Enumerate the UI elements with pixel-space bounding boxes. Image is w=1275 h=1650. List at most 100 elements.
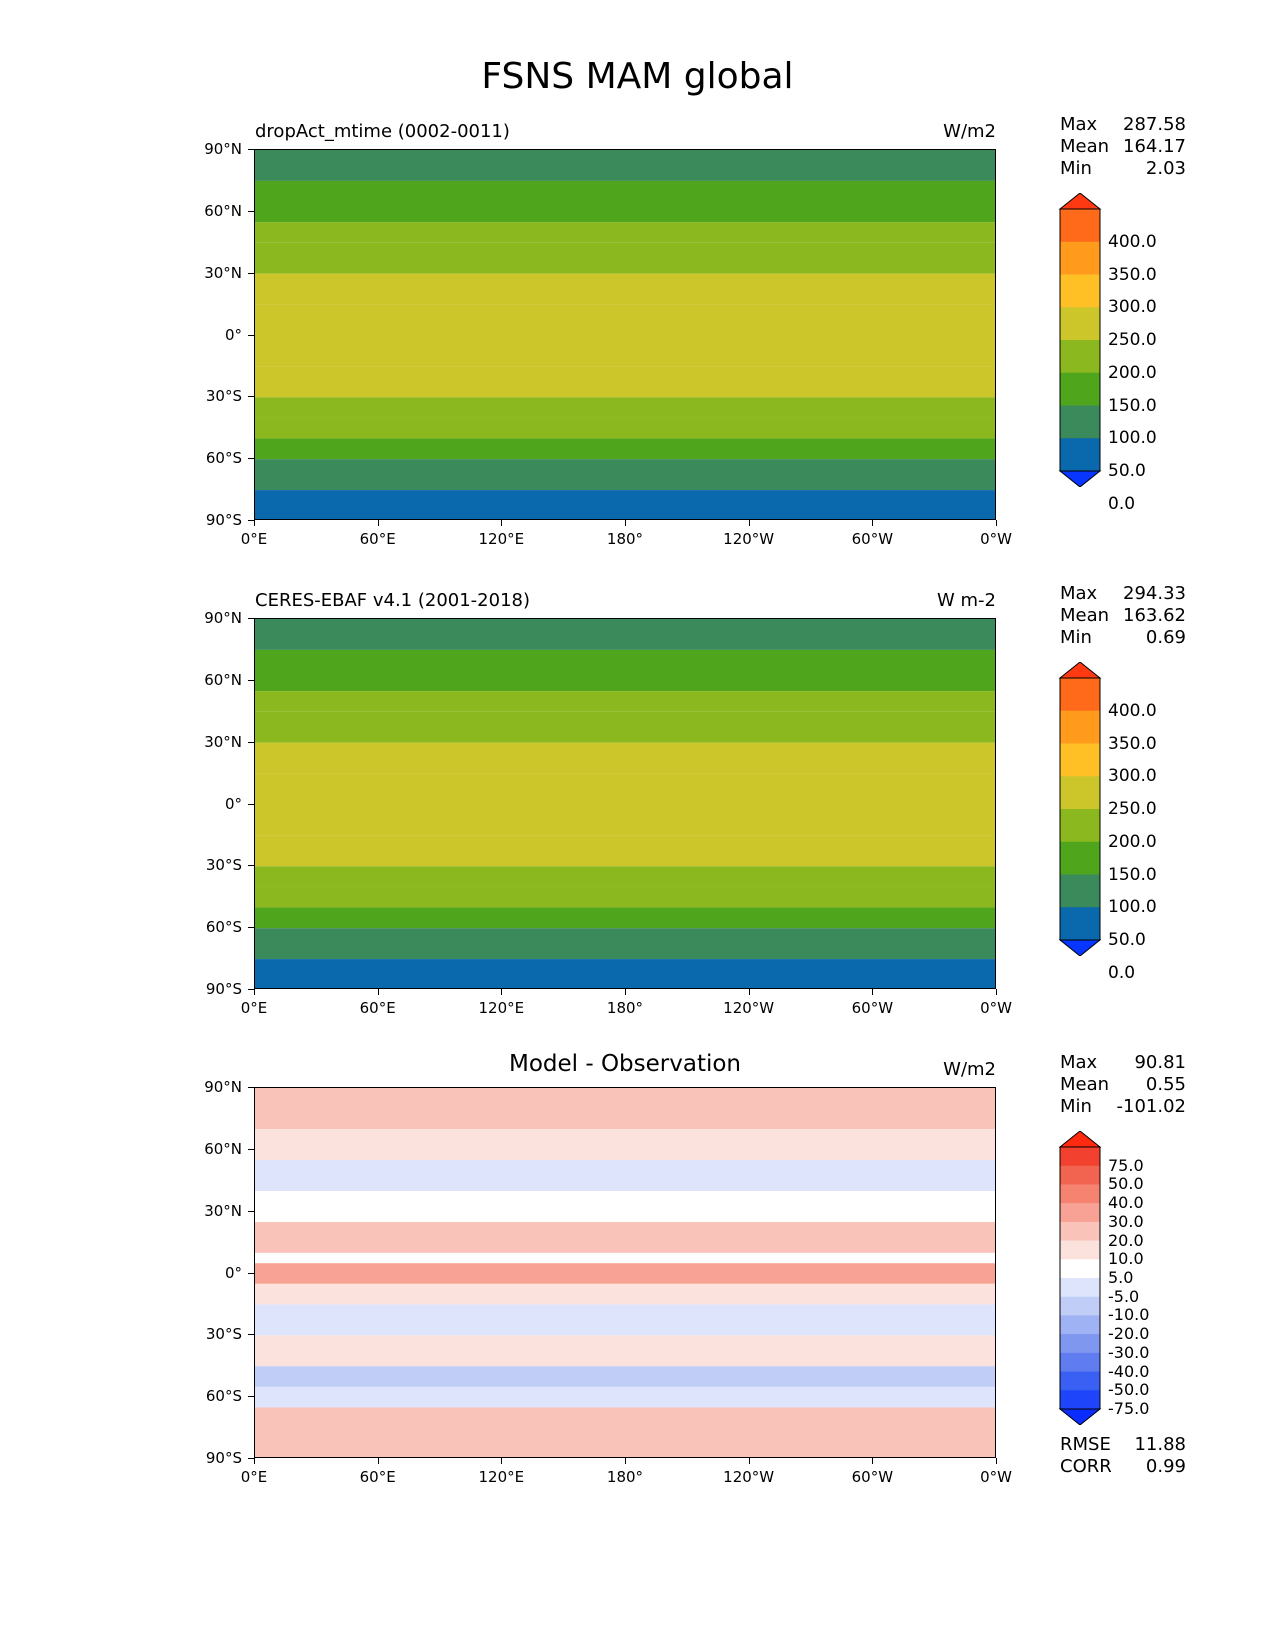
y-tick-label: 30°S	[205, 1325, 242, 1344]
stat-value: 294.33	[1123, 583, 1186, 604]
band-90	[255, 1088, 995, 1130]
colorbar-svg	[1058, 661, 1102, 957]
x-tick-label: 60°W	[851, 530, 894, 548]
x-tick-label: 0°W	[980, 530, 1012, 548]
colorbar-label: 400.0	[1108, 700, 1157, 721]
stat-value: 163.62	[1123, 605, 1186, 626]
colorbar-segment	[1060, 241, 1100, 275]
x-tick-label: 180°	[606, 1468, 644, 1486]
colorbar-label: 0.0	[1108, 962, 1136, 983]
y-tick-label: 60°N	[204, 670, 242, 689]
x-tick-mark	[748, 989, 750, 995]
band--5	[255, 1283, 995, 1305]
colorbar-label: 400.0	[1108, 231, 1157, 252]
colorbar-svg	[1058, 192, 1102, 488]
stat-label: Min	[1060, 627, 1092, 648]
colorbar-segment	[1060, 438, 1100, 472]
colorbar-label: -5.0	[1108, 1286, 1140, 1306]
colorbar-extend-top	[1058, 1130, 1102, 1148]
band--30	[255, 1335, 995, 1367]
band-55	[255, 222, 995, 243]
y-tick-label: 30°N	[204, 1201, 242, 1220]
band--50	[255, 438, 995, 460]
stat-value: 287.58	[1123, 114, 1186, 135]
stats-box: Max 287.58 Mean 164.17 Min 2.03	[1060, 114, 1186, 180]
x-tick-mark	[748, 1458, 750, 1464]
y-tick-label: 90°S	[205, 511, 242, 529]
stat-label: Mean	[1060, 1074, 1110, 1095]
panel-title: Model - Observation	[508, 1051, 742, 1077]
band-45	[255, 711, 995, 743]
y-tick-label: 0°	[224, 325, 242, 344]
x-tick-label: 60°E	[359, 1468, 396, 1486]
colorbar-segment	[1060, 340, 1100, 374]
colorbar-label: 150.0	[1108, 395, 1157, 416]
x-tick-mark	[501, 1458, 503, 1464]
colorbar-segment	[1060, 1278, 1100, 1298]
map-svg	[255, 1088, 995, 1457]
colorbar-label: 75.0	[1108, 1155, 1144, 1175]
colorbar-label: -10.0	[1108, 1305, 1150, 1325]
panel-title: dropAct_mtime (0002-0011)	[255, 121, 510, 142]
x-tick-mark	[996, 520, 997, 526]
colorbar-segment	[1060, 1334, 1100, 1354]
colorbar-segment	[1060, 307, 1100, 341]
band-25	[255, 1221, 995, 1253]
y-tick-mark	[248, 1458, 254, 1459]
band-45	[255, 242, 995, 274]
x-tick-mark	[377, 1458, 379, 1464]
y-tick-label: 0°	[224, 794, 242, 813]
panel-title: CERES-EBAF v4.1 (2001-2018)	[255, 590, 531, 611]
y-tick-mark	[248, 1148, 254, 1150]
y-tick-mark	[248, 803, 254, 805]
stat-row: Mean 163.62	[1060, 605, 1186, 627]
band--65	[255, 1407, 995, 1457]
colorbar-segment	[1060, 1240, 1100, 1260]
y-tick-label: 90°S	[205, 980, 242, 998]
y-tick-label: 60°N	[204, 201, 242, 220]
x-tick-mark	[625, 1458, 626, 1464]
panel-units: W/m2	[943, 121, 996, 142]
y-tick-label: 30°S	[205, 387, 242, 406]
map-svg	[255, 619, 995, 988]
colorbar-segment	[1060, 710, 1100, 744]
colorbar-segment	[1060, 678, 1100, 712]
band--75	[255, 490, 995, 519]
x-tick-label: 0°W	[980, 1468, 1012, 1486]
colorbar-label: 20.0	[1108, 1230, 1144, 1250]
metric-row: RMSE 11.88	[1060, 1434, 1186, 1456]
colorbar-segment	[1060, 743, 1100, 777]
colorbar-segment	[1060, 1390, 1100, 1410]
panel-3: Model - Observation W/m2 90°N 60°N 30°N 0° 30°…	[0, 0, 1275, 1486]
colorbar-label: 350.0	[1108, 264, 1157, 285]
colorbar-segment	[1060, 1259, 1100, 1279]
panel-1: dropAct_mtime (0002-0011) W/m2 90°N 60°N 30°…	[0, 0, 1275, 548]
x-tick-label: 0°E	[240, 1468, 268, 1486]
band--30	[255, 866, 995, 887]
colorbar-segment	[1060, 1352, 1100, 1373]
band--30	[255, 397, 995, 418]
panel-units: W m-2	[936, 590, 996, 611]
y-tick-label: 60°N	[204, 1139, 242, 1158]
stat-row: Mean 164.17	[1060, 136, 1186, 158]
colorbar-segment	[1060, 1315, 1100, 1335]
colorbar-label: -75.0	[1108, 1399, 1150, 1418]
x-tick-mark	[254, 989, 255, 995]
band-75	[255, 180, 995, 223]
x-tick-mark	[377, 520, 379, 526]
colorbar-extend-bottom	[1058, 939, 1102, 957]
x-tick-mark	[625, 520, 626, 526]
stats-box: Max 294.33 Mean 163.62 Min 0.69	[1060, 583, 1186, 649]
x-tick-label: 60°W	[851, 999, 894, 1017]
x-tick-label: 120°W	[723, 1468, 775, 1486]
band--55	[255, 1386, 995, 1408]
y-tick-mark	[248, 210, 254, 212]
colorbar-segment	[1060, 841, 1100, 875]
y-tick-mark	[248, 149, 254, 150]
x-tick-label: 180°	[606, 999, 644, 1017]
colorbar-segment	[1060, 1371, 1100, 1391]
colorbar-label: 200.0	[1108, 362, 1157, 383]
colorbar-label: 350.0	[1108, 733, 1157, 754]
stat-label: Max	[1060, 583, 1098, 604]
y-tick-mark	[248, 520, 254, 521]
